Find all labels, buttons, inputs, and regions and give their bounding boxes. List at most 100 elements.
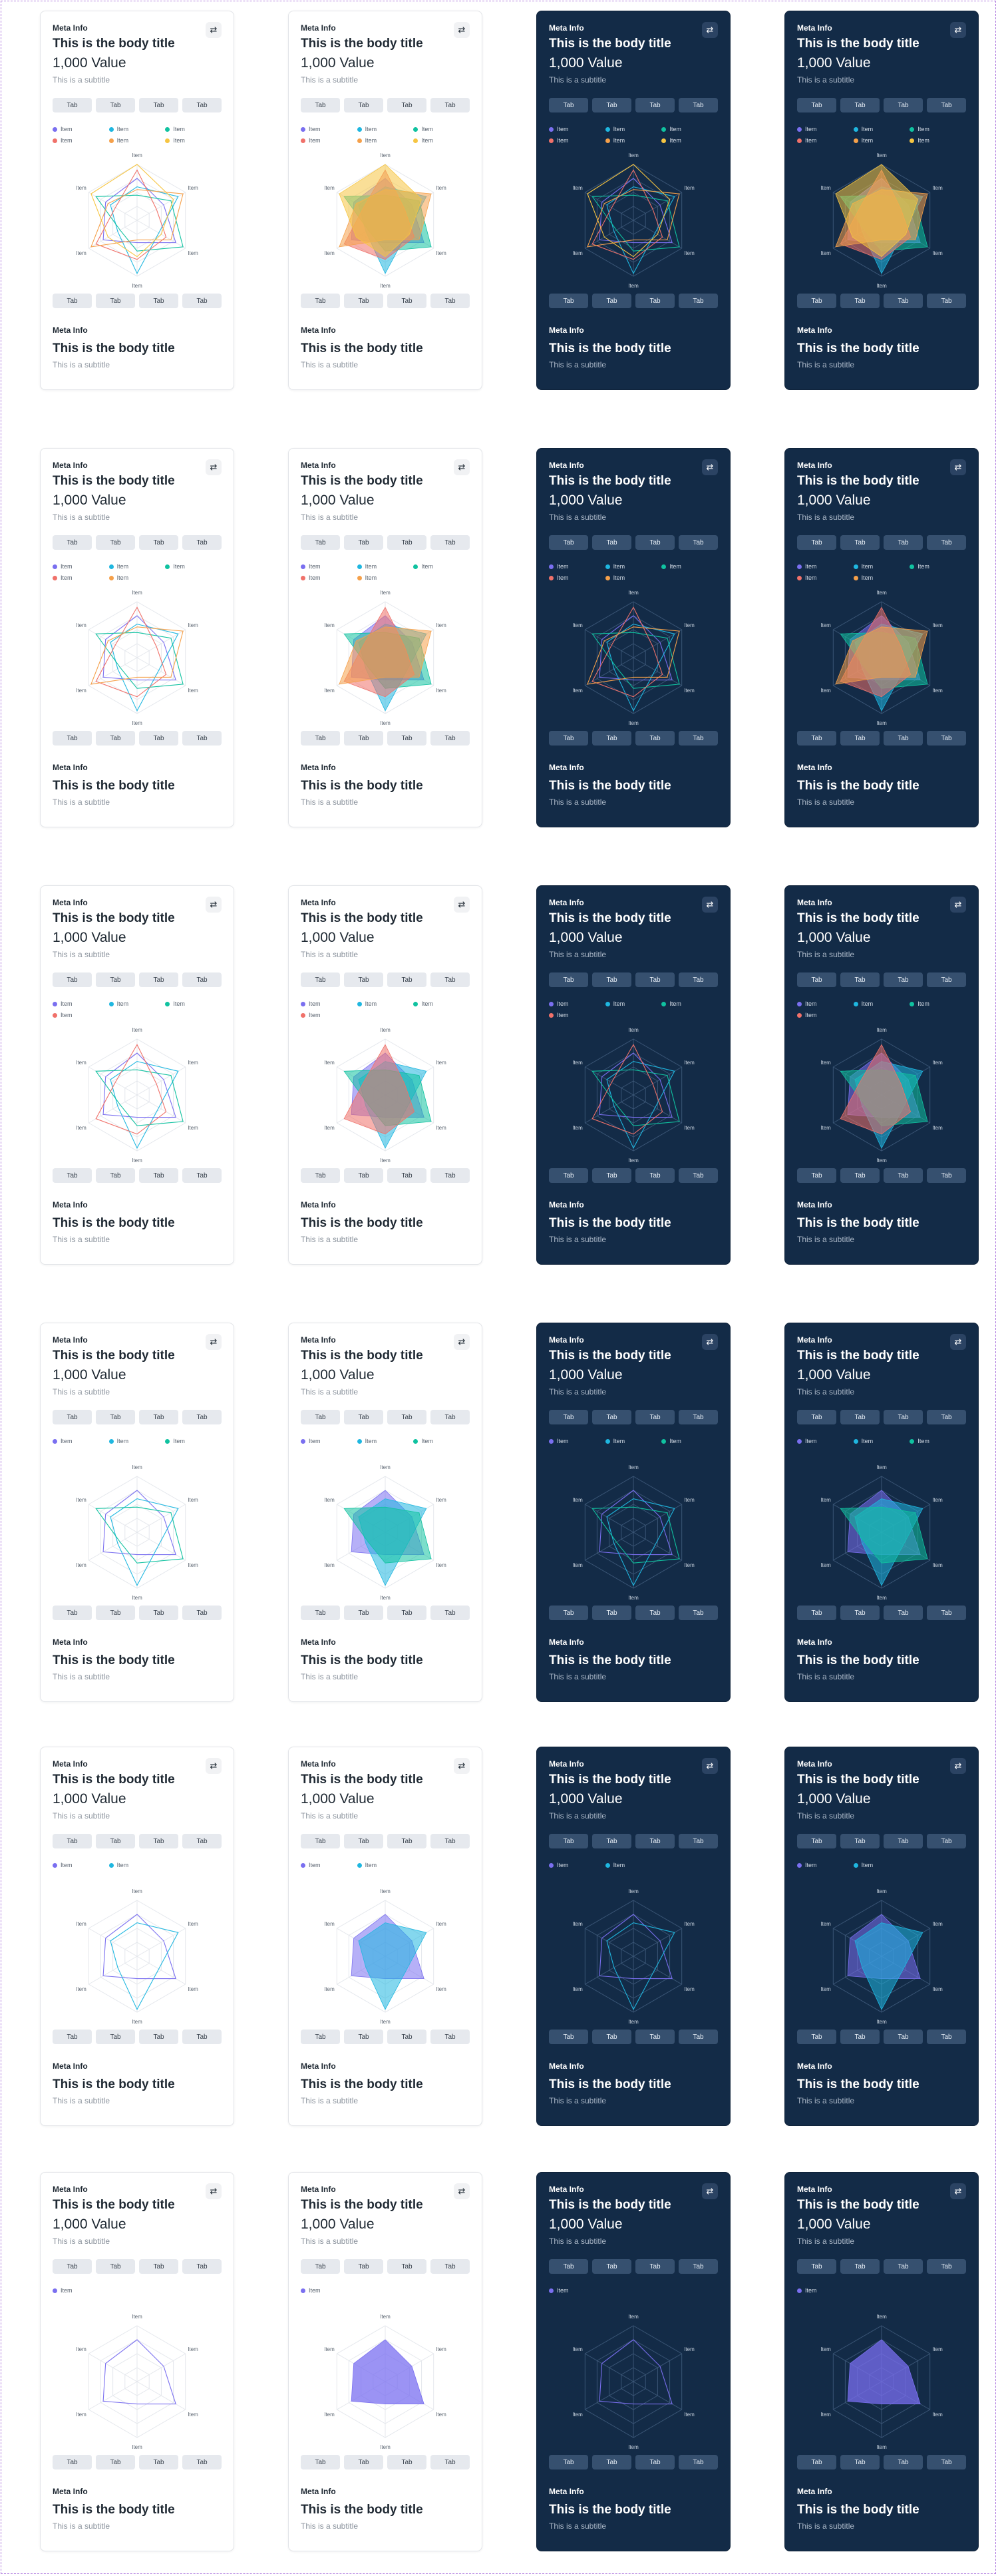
bottom-tab-2[interactable]: Tab — [840, 731, 880, 746]
bottom-tab-2[interactable]: Tab — [344, 731, 383, 746]
bottom-tab-1[interactable]: Tab — [301, 2455, 340, 2469]
bottom-tab-2[interactable]: Tab — [840, 1168, 880, 1183]
legend-item[interactable]: Item — [413, 1000, 470, 1007]
swap-arrows-icon[interactable]: ⇄ — [702, 459, 718, 475]
swap-arrows-icon[interactable]: ⇄ — [702, 1758, 718, 1774]
top-tab-1[interactable]: Tab — [53, 1834, 92, 1848]
legend-item[interactable]: Item — [661, 1438, 718, 1444]
top-tab-4[interactable]: Tab — [430, 98, 470, 112]
bottom-tab-3[interactable]: Tab — [387, 294, 426, 308]
swap-arrows-icon[interactable]: ⇄ — [206, 897, 222, 913]
legend-item[interactable]: Item — [910, 563, 966, 570]
top-tab-1[interactable]: Tab — [301, 98, 340, 112]
legend-item[interactable]: Item — [53, 126, 109, 132]
top-tab-1[interactable]: Tab — [797, 972, 836, 987]
legend-item[interactable]: Item — [165, 126, 222, 132]
bottom-tab-3[interactable]: Tab — [635, 1606, 675, 1620]
legend-item[interactable]: Item — [108, 1438, 166, 1444]
legend-item[interactable]: Item — [357, 574, 414, 581]
top-tab-2[interactable]: Tab — [344, 1410, 383, 1424]
top-tab-3[interactable]: Tab — [387, 2259, 426, 2274]
top-tab-2[interactable]: Tab — [344, 535, 383, 550]
bottom-tab-1[interactable]: Tab — [53, 2455, 92, 2469]
bottom-tab-4[interactable]: Tab — [182, 1168, 222, 1183]
legend-item[interactable]: Item — [53, 574, 109, 581]
legend-item[interactable]: Item — [108, 1000, 166, 1007]
legend-item[interactable]: Item — [357, 563, 414, 570]
bottom-tab-3[interactable]: Tab — [635, 1168, 675, 1183]
swap-arrows-icon[interactable]: ⇄ — [206, 1758, 222, 1774]
legend-item[interactable]: Item — [53, 1438, 109, 1444]
bottom-tab-1[interactable]: Tab — [549, 1168, 588, 1183]
top-tab-2[interactable]: Tab — [96, 1410, 135, 1424]
legend-item[interactable]: Item — [797, 1438, 854, 1444]
top-tab-1[interactable]: Tab — [53, 972, 92, 987]
bottom-tab-4[interactable]: Tab — [927, 731, 966, 746]
top-tab-3[interactable]: Tab — [884, 535, 923, 550]
legend-item[interactable]: Item — [357, 126, 414, 132]
top-tab-1[interactable]: Tab — [53, 1410, 92, 1424]
top-tab-1[interactable]: Tab — [549, 535, 588, 550]
bottom-tab-2[interactable]: Tab — [840, 2030, 880, 2044]
legend-item[interactable]: Item — [797, 1012, 854, 1018]
legend-item[interactable]: Item — [853, 574, 910, 581]
top-tab-2[interactable]: Tab — [592, 1410, 631, 1424]
bottom-tab-3[interactable]: Tab — [635, 2455, 675, 2469]
bottom-tab-3[interactable]: Tab — [139, 294, 178, 308]
top-tab-2[interactable]: Tab — [344, 972, 383, 987]
legend-item[interactable]: Item — [797, 1000, 854, 1007]
top-tab-3[interactable]: Tab — [387, 98, 426, 112]
legend-item[interactable]: Item — [797, 2287, 854, 2294]
legend-item[interactable]: Item — [165, 1000, 222, 1007]
legend-item[interactable]: Item — [853, 563, 910, 570]
bottom-tab-3[interactable]: Tab — [884, 1168, 923, 1183]
swap-arrows-icon[interactable]: ⇄ — [950, 1758, 966, 1774]
swap-arrows-icon[interactable]: ⇄ — [454, 2183, 470, 2199]
top-tab-3[interactable]: Tab — [635, 1410, 675, 1424]
legend-item[interactable]: Item — [853, 137, 910, 144]
top-tab-4[interactable]: Tab — [679, 1834, 718, 1848]
bottom-tab-4[interactable]: Tab — [182, 294, 222, 308]
bottom-tab-2[interactable]: Tab — [344, 294, 383, 308]
legend-item[interactable]: Item — [853, 126, 910, 132]
top-tab-3[interactable]: Tab — [387, 1410, 426, 1424]
top-tab-1[interactable]: Tab — [301, 535, 340, 550]
swap-arrows-icon[interactable]: ⇄ — [206, 459, 222, 475]
legend-item[interactable]: Item — [549, 1000, 605, 1007]
legend-item[interactable]: Item — [853, 1862, 910, 1868]
top-tab-2[interactable]: Tab — [840, 1410, 880, 1424]
bottom-tab-3[interactable]: Tab — [635, 2030, 675, 2044]
bottom-tab-2[interactable]: Tab — [592, 2030, 631, 2044]
bottom-tab-1[interactable]: Tab — [301, 731, 340, 746]
bottom-tab-3[interactable]: Tab — [387, 1168, 426, 1183]
bottom-tab-4[interactable]: Tab — [430, 294, 470, 308]
legend-item[interactable]: Item — [605, 1438, 662, 1444]
legend-item[interactable]: Item — [413, 563, 470, 570]
bottom-tab-2[interactable]: Tab — [840, 294, 880, 308]
top-tab-4[interactable]: Tab — [182, 1410, 222, 1424]
legend-item[interactable]: Item — [301, 1012, 357, 1018]
bottom-tab-3[interactable]: Tab — [139, 1606, 178, 1620]
legend-item[interactable]: Item — [549, 574, 605, 581]
legend-item[interactable]: Item — [910, 1000, 966, 1007]
bottom-tab-1[interactable]: Tab — [53, 2030, 92, 2044]
legend-item[interactable]: Item — [661, 126, 718, 132]
bottom-tab-1[interactable]: Tab — [53, 1168, 92, 1183]
bottom-tab-4[interactable]: Tab — [182, 731, 222, 746]
top-tab-4[interactable]: Tab — [430, 535, 470, 550]
top-tab-1[interactable]: Tab — [53, 2259, 92, 2274]
top-tab-4[interactable]: Tab — [927, 972, 966, 987]
bottom-tab-3[interactable]: Tab — [139, 731, 178, 746]
legend-item[interactable]: Item — [605, 126, 662, 132]
top-tab-4[interactable]: Tab — [430, 1410, 470, 1424]
swap-arrows-icon[interactable]: ⇄ — [702, 897, 718, 913]
top-tab-3[interactable]: Tab — [139, 972, 178, 987]
bottom-tab-3[interactable]: Tab — [635, 294, 675, 308]
legend-item[interactable]: Item — [797, 137, 854, 144]
legend-item[interactable]: Item — [53, 1012, 109, 1018]
swap-arrows-icon[interactable]: ⇄ — [950, 22, 966, 38]
legend-item[interactable]: Item — [797, 126, 854, 132]
swap-arrows-icon[interactable]: ⇄ — [454, 1334, 470, 1350]
bottom-tab-2[interactable]: Tab — [96, 294, 135, 308]
top-tab-3[interactable]: Tab — [387, 972, 426, 987]
